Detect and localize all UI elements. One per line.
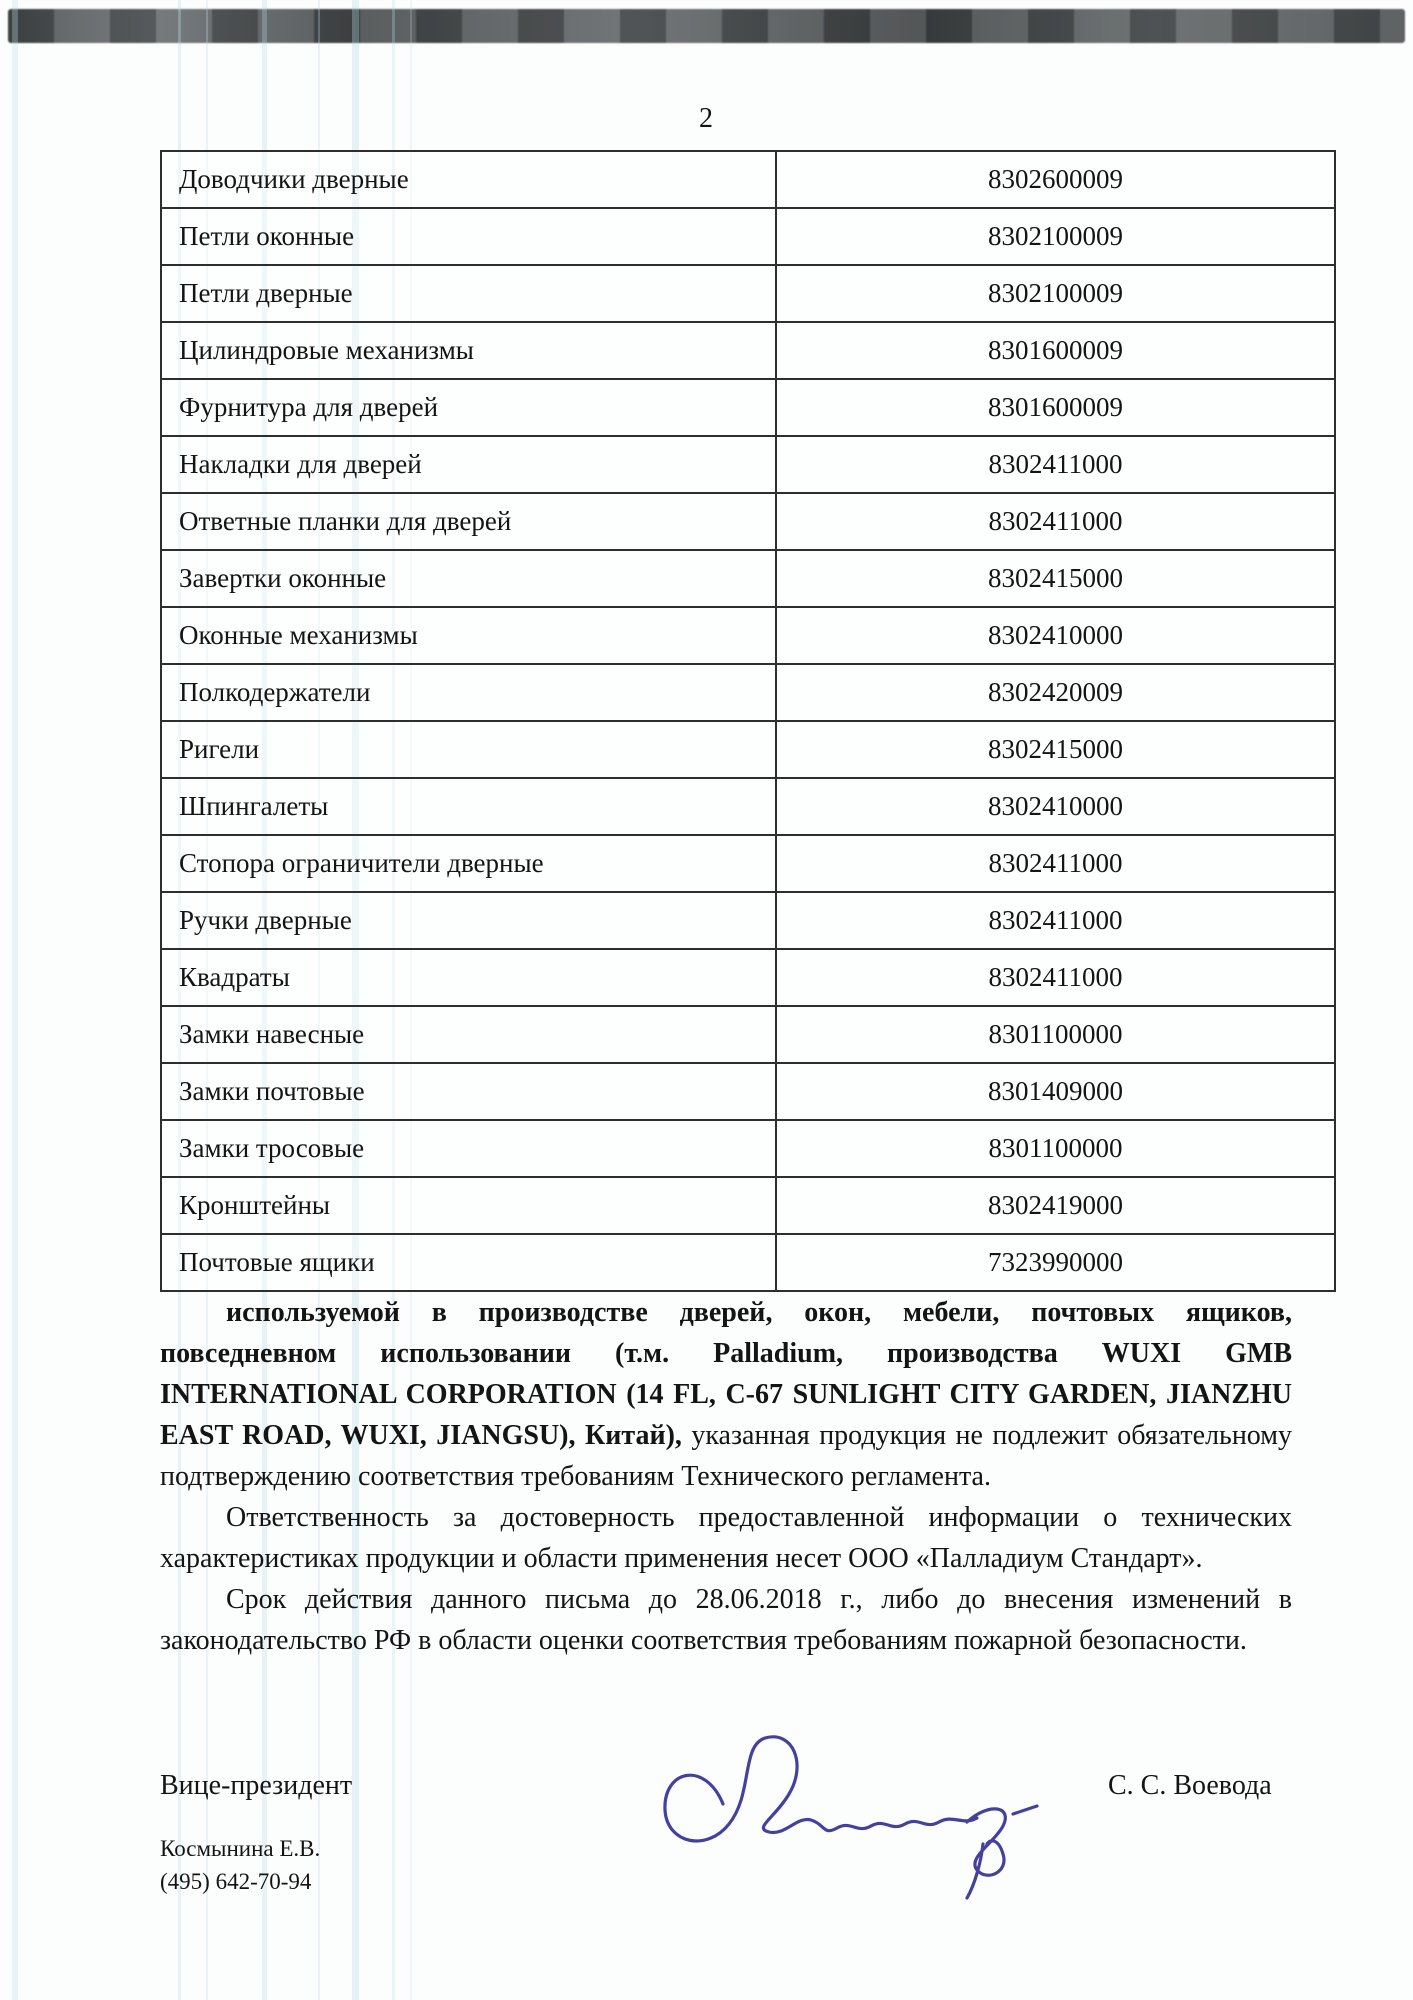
product-code-cell: 8302410000 xyxy=(775,606,1336,665)
product-code-cell: 8302411000 xyxy=(775,834,1336,893)
table-row: Завертки оконные 8302415000 xyxy=(160,549,1336,608)
product-name-cell: Полкодержатели xyxy=(160,663,777,722)
paragraph-usage-regular-run: указанная продукция не подлежит обязател… xyxy=(160,1420,1292,1492)
product-name-cell: Шпингалеты xyxy=(160,777,777,836)
table-row: Замки навесные 8301100000 xyxy=(160,1005,1336,1064)
table-row: Кронштейны 8302419000 xyxy=(160,1176,1336,1235)
product-name-cell: Замки почтовые xyxy=(160,1062,777,1121)
product-name-cell: Квадраты xyxy=(160,948,777,1007)
table-row: Фурнитура для дверей 8301600009 xyxy=(160,378,1336,437)
product-code-cell: 8302411000 xyxy=(775,492,1336,551)
scan-artifact-band xyxy=(8,9,1405,43)
table-row: Накладки для дверей 8302411000 xyxy=(160,435,1336,494)
table-row: Замки тросовые 8301100000 xyxy=(160,1119,1336,1178)
product-code-table: Доводчики дверные 8302600009 Петли оконные… xyxy=(160,150,1336,1292)
product-name-cell: Замки тросовые xyxy=(160,1119,777,1178)
product-code-cell: 8302411000 xyxy=(775,891,1336,950)
contact-person: Космынина Е.В. xyxy=(160,1836,321,1861)
product-code-cell: 8302100009 xyxy=(775,207,1336,266)
product-name-cell: Доводчики дверные xyxy=(160,150,777,209)
product-code-cell: 8302600009 xyxy=(775,150,1336,209)
product-code-cell: 8301600009 xyxy=(775,321,1336,380)
table-row: Оконные механизмы 8302410000 xyxy=(160,606,1336,665)
product-name-cell: Фурнитура для дверей xyxy=(160,378,777,437)
product-code-cell: 8302419000 xyxy=(775,1176,1336,1235)
signer-name: С. С. Воевода xyxy=(1108,1770,1272,1801)
product-name-cell: Почтовые ящики xyxy=(160,1233,777,1292)
product-code-cell: 8302411000 xyxy=(775,948,1336,1007)
table-row: Ригели 8302415000 xyxy=(160,720,1336,779)
product-name-cell: Петли дверные xyxy=(160,264,777,323)
table-row: Замки почтовые 8301409000 xyxy=(160,1062,1336,1121)
product-name-cell: Стопора ограничители дверные xyxy=(160,834,777,893)
product-name-cell: Петли оконные xyxy=(160,207,777,266)
product-name-cell: Оконные механизмы xyxy=(160,606,777,665)
product-name-cell: Ручки дверные xyxy=(160,891,777,950)
product-code-cell: 8301100000 xyxy=(775,1005,1336,1064)
table-row: Петли дверные 8302100009 xyxy=(160,264,1336,323)
contact-phone: (495) 642-70-94 xyxy=(160,1869,312,1894)
paragraph-usage-bold-run: используемой в производстве дверей, окон… xyxy=(160,1297,1292,1451)
product-name-cell: Кронштейны xyxy=(160,1176,777,1235)
scan-streak xyxy=(12,0,18,2000)
paragraph-usage: используемой в производстве дверей, окон… xyxy=(160,1292,1292,1497)
product-code-cell: 8302100009 xyxy=(775,264,1336,323)
letter-body: используемой в производстве дверей, окон… xyxy=(160,1292,1292,1661)
product-code-cell: 7323990000 xyxy=(775,1233,1336,1292)
table-row: Квадраты 8302411000 xyxy=(160,948,1336,1007)
table-row: Петли оконные 8302100009 xyxy=(160,207,1336,266)
product-name-cell: Ответные планки для дверей xyxy=(160,492,777,551)
product-name-cell: Ригели xyxy=(160,720,777,779)
product-name-cell: Замки навесные xyxy=(160,1005,777,1064)
product-code-cell: 8301409000 xyxy=(775,1062,1336,1121)
signer-title: Вице-президент xyxy=(160,1770,353,1801)
table-row: Ответные планки для дверей 8302411000 xyxy=(160,492,1336,551)
paragraph-responsibility: Ответственность за достоверность предост… xyxy=(160,1502,1292,1574)
paragraph-validity: Срок действия данного письма до 28.06.20… xyxy=(160,1584,1292,1656)
table-row: Почтовые ящики 7323990000 xyxy=(160,1233,1336,1292)
product-name-cell: Накладки для дверей xyxy=(160,435,777,494)
table-row: Цилиндровые механизмы 8301600009 xyxy=(160,321,1336,380)
handwritten-signature xyxy=(663,1735,1039,1900)
table-row: Шпингалеты 8302410000 xyxy=(160,777,1336,836)
product-name-cell: Завертки оконные xyxy=(160,549,777,608)
table-row: Стопора ограничители дверные 8302411000 xyxy=(160,834,1336,893)
product-code-cell: 8301600009 xyxy=(775,378,1336,437)
product-code-cell: 8302420009 xyxy=(775,663,1336,722)
product-name-cell: Цилиндровые механизмы xyxy=(160,321,777,380)
table-row: Ручки дверные 8302411000 xyxy=(160,891,1336,950)
table-row: Полкодержатели 8302420009 xyxy=(160,663,1336,722)
product-code-cell: 8301100000 xyxy=(775,1119,1336,1178)
page-number: 2 xyxy=(699,103,714,134)
product-code-cell: 8302410000 xyxy=(775,777,1336,836)
product-table-body: Доводчики дверные 8302600009 Петли оконные… xyxy=(160,150,1336,1292)
product-code-cell: 8302415000 xyxy=(775,720,1336,779)
table-row: Доводчики дверные 8302600009 xyxy=(160,150,1336,209)
product-code-cell: 8302411000 xyxy=(775,435,1336,494)
product-code-cell: 8302415000 xyxy=(775,549,1336,608)
